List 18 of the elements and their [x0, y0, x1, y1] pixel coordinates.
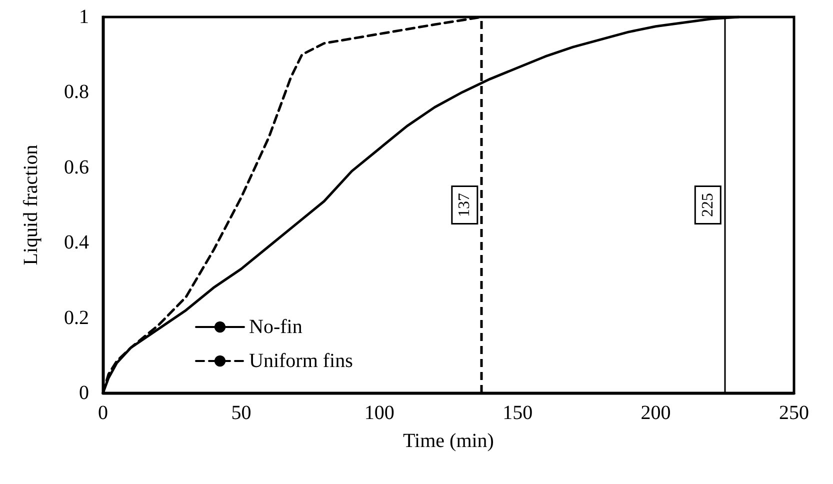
y-tick-label: 1 [79, 6, 89, 28]
x-tick-label: 250 [779, 402, 809, 424]
x-tick-label: 150 [502, 402, 533, 424]
y-tick-label: 0.8 [64, 81, 89, 104]
x-tick-label: 200 [640, 402, 671, 424]
legend-label: Uniform fins [249, 350, 354, 372]
legend-label: No-fin [249, 316, 302, 338]
y-tick-label: 0 [79, 382, 89, 404]
y-tick-label: 0.6 [64, 156, 89, 178]
ref-line-label: 137 [456, 193, 474, 217]
x-tick-label: 100 [364, 402, 394, 424]
y-axis-title: Liquid fraction [20, 144, 42, 266]
y-tick-label: 0.4 [64, 232, 89, 254]
x-axis-title: Time (min) [403, 430, 494, 452]
y-tick-label: 0.2 [64, 306, 89, 329]
x-tick-label: 50 [231, 402, 252, 424]
ref-line-label: 225 [699, 193, 716, 217]
x-tick-label: 0 [98, 402, 108, 424]
